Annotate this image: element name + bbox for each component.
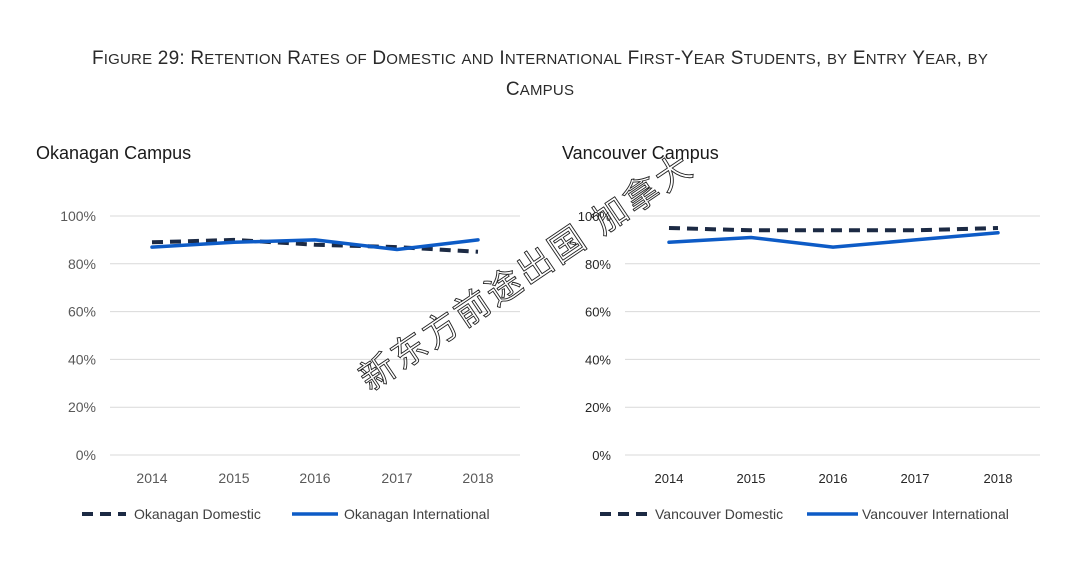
okanagan-y-tick-label: 20% — [68, 399, 96, 415]
vancouver-legend-label: Vancouver International — [862, 506, 1009, 522]
okanagan-x-tick-label: 2015 — [218, 470, 249, 486]
vancouver-x-tick-label: 2017 — [901, 471, 930, 486]
vancouver-x-tick-label: 2014 — [655, 471, 684, 486]
vancouver-series-international-line — [667, 230, 1000, 249]
okanagan-x-tick-label: 2014 — [136, 470, 167, 486]
figure-title-line-2: CAMPUS — [505, 79, 575, 100]
vancouver-chart-title: Vancouver Campus — [562, 143, 719, 163]
okanagan-series-domestic-line — [151, 237, 479, 254]
okanagan-x-tick-label: 2017 — [381, 470, 412, 486]
vancouver-y-tick-label: 80% — [585, 257, 611, 272]
vancouver-y-tick-label: 100% — [578, 209, 612, 224]
okanagan-x-tick-label: 2018 — [462, 470, 493, 486]
figure-title: FIGURE 29: RETENTION RATES OF DOMESTIC A… — [0, 44, 1080, 106]
okanagan-x-tick-label: 2016 — [299, 470, 330, 486]
vancouver-y-tick-label: 60% — [585, 305, 611, 320]
okanagan-y-tick-label: 100% — [60, 208, 96, 224]
okanagan-legend-label: Okanagan Domestic — [134, 506, 261, 522]
vancouver-series-domestic-line — [668, 226, 999, 233]
vancouver-legend-label: Vancouver Domestic — [655, 506, 783, 522]
vancouver-y-tick-label: 0% — [592, 448, 611, 463]
okanagan-y-tick-label: 60% — [68, 304, 96, 320]
okanagan-y-tick-label: 80% — [68, 256, 96, 272]
watermark-text: 新东方前途出国 加拿大 — [353, 146, 702, 400]
vancouver-chart: 0% 20% 40% 60% 80% 100% 2014 2015 2016 2017 2018 Va… — [578, 209, 1040, 522]
okanagan-y-tick-label: 40% — [68, 351, 96, 367]
okanagan-y-tick-label: 0% — [76, 447, 96, 463]
okanagan-legend-label: Okanagan International — [344, 506, 490, 522]
vancouver-y-tick-label: 20% — [585, 400, 611, 415]
vancouver-x-tick-label: 2015 — [737, 471, 766, 486]
vancouver-x-tick-label: 2016 — [819, 471, 848, 486]
okanagan-series-international-line — [150, 238, 480, 252]
okanagan-chart: 0% 20% 40% 60% 80% 100% 2014 2015 2016 2017 2018 Ok… — [60, 208, 520, 522]
figure-title-line-1: FIGURE 29: RETENTION RATES OF DOMESTIC A… — [91, 48, 989, 69]
okanagan-chart-title: Okanagan Campus — [36, 143, 192, 163]
vancouver-y-tick-label: 40% — [585, 352, 611, 367]
vancouver-x-tick-label: 2018 — [984, 471, 1013, 486]
